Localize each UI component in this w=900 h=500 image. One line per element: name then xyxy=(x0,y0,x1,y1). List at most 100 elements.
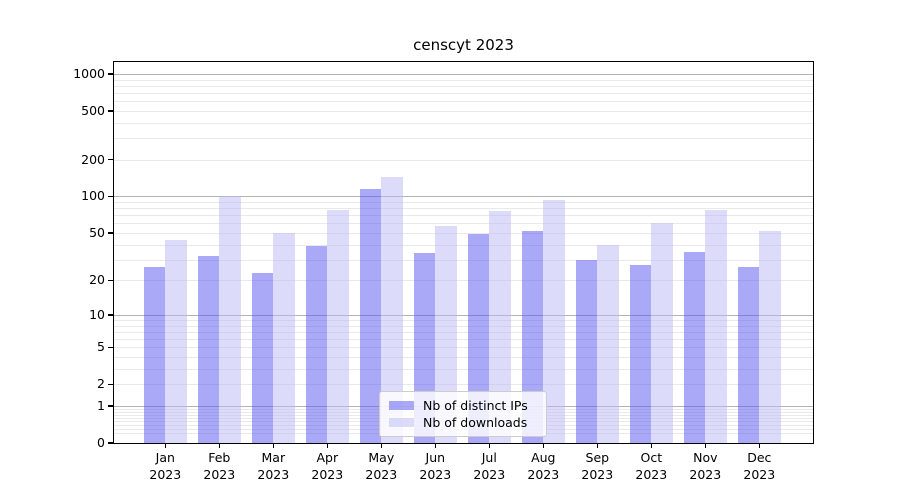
x-tick-month: Apr xyxy=(316,450,339,465)
x-tick-label: Jun 2023 xyxy=(405,449,465,483)
y-tick-label: 50 xyxy=(89,224,105,240)
bar-distinct-ips xyxy=(629,264,652,443)
bar-distinct-ips xyxy=(683,251,706,443)
gridline-minor xyxy=(114,325,813,327)
y-tick-label: 20 xyxy=(89,272,105,288)
y-tick-label: 0 xyxy=(97,435,105,450)
y-axis-tick xyxy=(108,314,113,316)
gridline-minor xyxy=(114,159,813,161)
gridline-minor xyxy=(114,85,813,87)
bar-distinct-ips xyxy=(359,189,382,443)
x-axis-tick xyxy=(380,443,383,448)
bar-distinct-ips xyxy=(305,245,328,443)
gridline-minor xyxy=(114,215,813,217)
bar-downloads xyxy=(705,209,727,443)
x-axis-tick xyxy=(542,443,545,448)
gridline-minor xyxy=(114,101,813,103)
x-axis-tick xyxy=(164,443,167,448)
legend: Nb of distinct IPs Nb of downloads xyxy=(379,391,547,437)
gridline-minor xyxy=(114,79,813,81)
y-tick-label: 100 xyxy=(81,188,105,204)
x-tick-label: Jul 2023 xyxy=(459,449,519,483)
y-tick-label: 5 xyxy=(97,339,105,355)
x-tick-month: Oct xyxy=(640,450,663,465)
chart-title: censcyt 2023 xyxy=(413,36,514,54)
gridline-minor xyxy=(114,202,813,203)
x-tick-label: Oct 2023 xyxy=(621,449,681,483)
x-tick-month: Aug xyxy=(531,450,556,465)
y-axis-tick xyxy=(108,195,113,198)
x-tick-month: Dec xyxy=(747,450,772,465)
x-axis-tick xyxy=(650,443,653,448)
x-tick-label: Jan 2023 xyxy=(135,449,195,483)
gridline-minor xyxy=(114,232,813,234)
x-axis-tick xyxy=(218,443,221,448)
bar-distinct-ips xyxy=(521,230,544,443)
x-tick-label: Dec 2023 xyxy=(729,449,789,483)
y-axis-tick xyxy=(108,405,113,407)
bar-distinct-ips xyxy=(143,266,166,443)
y-tick-label: 10 xyxy=(89,306,105,322)
gridline-minor xyxy=(114,122,813,124)
bar-downloads xyxy=(759,230,781,443)
y-axis-tick xyxy=(108,73,113,75)
x-tick-month: Jul xyxy=(481,450,497,465)
gridline-minor xyxy=(114,244,813,246)
gridline-minor xyxy=(114,319,813,321)
x-tick-year: 2023 xyxy=(311,467,344,482)
gridline-minor xyxy=(114,138,813,140)
gridline-minor xyxy=(114,110,813,112)
y-tick-label: 1 xyxy=(97,397,105,413)
x-tick-year: 2023 xyxy=(365,467,398,482)
x-tick-year: 2023 xyxy=(149,467,182,482)
gridline-minor xyxy=(114,368,813,370)
x-tick-label: Feb 2023 xyxy=(189,449,249,483)
gridline-minor xyxy=(114,208,813,210)
bar-downloads xyxy=(273,232,295,443)
x-axis-tick xyxy=(488,443,491,448)
bar-downloads xyxy=(165,239,187,443)
gridline-minor xyxy=(114,339,813,341)
gridline-minor xyxy=(114,259,813,261)
bar-downloads xyxy=(543,200,565,443)
bar-downloads xyxy=(381,176,403,443)
x-tick-year: 2023 xyxy=(473,467,506,482)
bar-distinct-ips xyxy=(737,266,760,443)
x-tick-label: Nov 2023 xyxy=(675,449,735,483)
bar-distinct-ips xyxy=(467,234,490,443)
legend-label-downloads: Nb of downloads xyxy=(423,415,528,431)
x-tick-year: 2023 xyxy=(743,467,776,482)
bar-downloads xyxy=(597,244,619,443)
y-axis-tick xyxy=(108,158,113,161)
x-tick-year: 2023 xyxy=(203,467,236,482)
y-tick-label: 1000 xyxy=(73,65,105,81)
x-tick-year: 2023 xyxy=(527,467,560,482)
legend-item-distinct-ips: Nb of distinct IPs xyxy=(389,398,537,413)
x-tick-month: Sep xyxy=(585,450,610,465)
gridline-major xyxy=(114,314,813,316)
gridline-minor xyxy=(114,92,813,94)
x-tick-year: 2023 xyxy=(257,467,290,482)
bar-distinct-ips xyxy=(575,259,598,443)
y-axis-tick xyxy=(108,383,113,386)
legend-item-downloads: Nb of downloads xyxy=(389,415,537,430)
gridline-major xyxy=(114,196,813,198)
y-tick-label: 200 xyxy=(81,151,105,167)
gridline-minor xyxy=(114,347,813,349)
x-tick-year: 2023 xyxy=(419,467,452,482)
y-tick-label: 500 xyxy=(81,102,105,118)
bar-downloads xyxy=(489,210,511,443)
gridline-minor xyxy=(114,280,813,282)
x-tick-month: May xyxy=(368,450,395,465)
gridline-minor xyxy=(114,357,813,359)
x-tick-label: Sep 2023 xyxy=(567,449,627,483)
x-tick-month: Jun xyxy=(425,450,446,465)
x-axis-tick xyxy=(326,443,329,448)
legend-label-distinct-ips: Nb of distinct IPs xyxy=(423,397,528,413)
x-tick-label: May 2023 xyxy=(351,449,411,483)
x-tick-label: Apr 2023 xyxy=(297,449,357,483)
bar-downloads xyxy=(651,223,673,443)
x-axis-tick xyxy=(272,443,275,448)
x-axis-tick xyxy=(704,443,707,448)
